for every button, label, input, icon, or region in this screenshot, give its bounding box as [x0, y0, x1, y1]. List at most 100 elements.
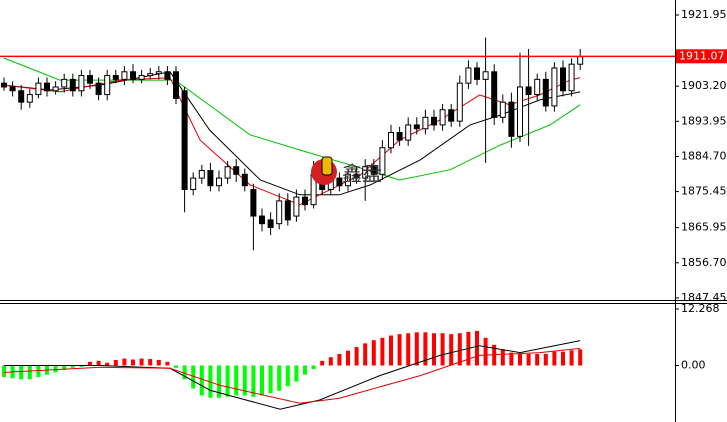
- histogram-bar: [569, 350, 574, 366]
- histogram-bar: [346, 350, 350, 366]
- histogram-bar: [36, 365, 41, 378]
- candle-body: [18, 90, 25, 103]
- candle-body: [130, 71, 136, 80]
- candle-body: [551, 67, 558, 107]
- histogram-bar: [96, 360, 101, 366]
- candle-body: [336, 177, 343, 187]
- candle-body: [26, 94, 33, 103]
- histogram-bar: [165, 361, 170, 366]
- candle-body: [525, 86, 532, 96]
- y-tick-label: 1884.70: [681, 149, 727, 162]
- histogram-bar: [225, 365, 230, 397]
- histogram-bar: [337, 353, 342, 366]
- candle-body: [413, 124, 420, 130]
- candle-body: [534, 78, 541, 96]
- candle-body: [224, 166, 231, 179]
- price-label: 1911.07: [679, 49, 725, 62]
- histogram-bar: [509, 352, 514, 366]
- histogram-bar: [148, 359, 153, 366]
- y-tick-label: 1875.45: [681, 185, 727, 198]
- candle-body: [69, 78, 76, 92]
- histogram-bar: [79, 365, 84, 367]
- histogram-bar: [182, 365, 187, 380]
- histogram-bar: [217, 365, 221, 398]
- indicator-line: [3, 347, 581, 404]
- candle-body: [465, 67, 472, 84]
- histogram-bar: [457, 333, 462, 366]
- candle-body: [78, 75, 85, 92]
- candle-body: [121, 71, 128, 80]
- histogram-bar: [139, 358, 144, 366]
- candle-body: [517, 86, 523, 137]
- candle-body: [456, 82, 463, 122]
- histogram-bar: [328, 357, 333, 366]
- histogram-bar: [53, 365, 58, 373]
- candle-body: [577, 56, 584, 65]
- histogram-bar: [552, 351, 557, 366]
- histogram-bar: [242, 365, 247, 396]
- watermark: 鑫盘: [342, 162, 382, 186]
- candle-body: [35, 82, 42, 96]
- candle-body: [44, 82, 50, 92]
- histogram-bar: [191, 365, 196, 389]
- histogram-bar: [2, 365, 6, 378]
- histogram-bar: [406, 333, 411, 366]
- candle-body: [345, 173, 351, 187]
- candle-body: [276, 200, 283, 225]
- candle-body: [250, 188, 257, 217]
- candle-body: [353, 173, 360, 179]
- candle-body: [405, 124, 412, 141]
- candle-body: [138, 75, 145, 80]
- candle-body: [439, 109, 446, 126]
- histogram-bar: [156, 359, 161, 366]
- histogram-bar: [423, 332, 428, 366]
- histogram-bar: [122, 358, 127, 366]
- candle-body: [431, 116, 437, 126]
- candle-body: [482, 71, 489, 80]
- candle-body: [396, 132, 403, 141]
- candle-body: [267, 219, 274, 228]
- candle-body: [61, 78, 68, 88]
- histogram-bar: [397, 334, 402, 366]
- candle-body: [508, 101, 515, 137]
- histogram-bar: [27, 365, 32, 380]
- candle-body: [362, 166, 369, 179]
- histogram-bar: [440, 333, 445, 366]
- histogram-bar: [174, 365, 178, 368]
- candle-body: [112, 75, 119, 80]
- candle-body: [190, 177, 197, 190]
- candle-body: [233, 166, 240, 175]
- candle-body: [422, 116, 429, 130]
- histogram-bar: [578, 349, 583, 366]
- histogram-bar: [285, 365, 290, 387]
- histogram-bar: [88, 361, 92, 366]
- histogram-bar: [131, 359, 135, 366]
- candle-body: [259, 215, 265, 225]
- candle-body: [474, 67, 480, 80]
- candle-body: [173, 71, 179, 99]
- histogram-bar: [19, 365, 24, 380]
- histogram-bar: [518, 353, 522, 366]
- indicator-line: [4, 340, 581, 410]
- candle-body: [147, 73, 154, 77]
- candle-body: [104, 75, 111, 96]
- y-tick-label: 1856.70: [681, 256, 727, 269]
- candle-body: [293, 196, 300, 217]
- histogram-bar: [380, 337, 385, 366]
- histogram-bar: [251, 365, 256, 397]
- candle-body: [370, 166, 377, 175]
- logo-coin: [321, 156, 333, 176]
- candle-body: [155, 71, 162, 75]
- candle-body: [448, 109, 455, 122]
- y-tick-label: 1865.95: [681, 221, 727, 234]
- candle-body: [388, 132, 394, 149]
- price-label-bg: [676, 49, 727, 64]
- histogram-bar: [303, 365, 307, 375]
- histogram-bar: [105, 362, 110, 366]
- histogram-bar: [389, 335, 393, 366]
- histogram-bar: [234, 365, 239, 396]
- candle-body: [198, 170, 205, 179]
- candle-body: [542, 78, 549, 107]
- histogram-bar: [500, 349, 505, 366]
- histogram-bar: [371, 340, 376, 366]
